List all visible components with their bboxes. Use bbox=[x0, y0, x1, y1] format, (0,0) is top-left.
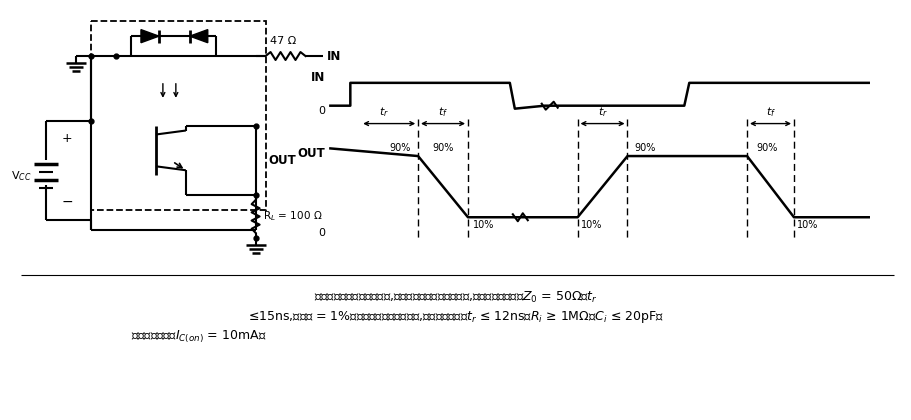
Text: $t_f$: $t_f$ bbox=[437, 105, 447, 118]
Text: $t_f$: $t_f$ bbox=[764, 105, 774, 118]
Text: 10%: 10% bbox=[580, 220, 601, 230]
Text: OUT: OUT bbox=[268, 154, 296, 167]
Text: 90%: 90% bbox=[755, 143, 777, 153]
Text: V$_{CC}$: V$_{CC}$ bbox=[11, 169, 31, 183]
Polygon shape bbox=[189, 29, 208, 43]
Text: IN: IN bbox=[311, 71, 325, 84]
Text: 90%: 90% bbox=[432, 143, 454, 153]
Text: $t_r$: $t_r$ bbox=[597, 105, 607, 118]
Bar bbox=[91, 21, 265, 210]
Text: 0: 0 bbox=[318, 106, 325, 116]
Text: −: − bbox=[61, 195, 73, 209]
Text: 输入脉冲幅度；$I_{C(on)}$ = 10mA。: 输入脉冲幅度；$I_{C(on)}$ = 10mA。 bbox=[131, 329, 266, 345]
Text: $t_r$: $t_r$ bbox=[379, 105, 389, 118]
Text: 90%: 90% bbox=[389, 143, 411, 153]
Polygon shape bbox=[141, 29, 159, 43]
Text: 90%: 90% bbox=[634, 143, 655, 153]
Text: R$_L$ = 100 Ω: R$_L$ = 100 Ω bbox=[262, 209, 322, 223]
Text: 电路为交流输入光耦合电路,输入波形由信号产生器提供,产生器的特性为；$Z_0$ = 50Ω，$t_r$: 电路为交流输入光耦合电路,输入波形由信号产生器提供,产生器的特性为；$Z_0$ … bbox=[313, 290, 598, 305]
Text: ≤15ns,占空比 = 1%。输出波形由示波器监测,示波器的特性；$t_r$ ≤ 12ns，$R_i$ ≥ 1MΩ，$C_i$ ≤ 20pF。: ≤15ns,占空比 = 1%。输出波形由示波器监测,示波器的特性；$t_r$ ≤… bbox=[248, 309, 663, 325]
Text: 10%: 10% bbox=[796, 220, 817, 230]
Text: 47 Ω: 47 Ω bbox=[270, 36, 296, 46]
Text: +: + bbox=[61, 132, 72, 145]
Text: IN: IN bbox=[326, 50, 341, 63]
Text: OUT: OUT bbox=[297, 147, 325, 160]
Text: 0: 0 bbox=[318, 228, 325, 238]
Text: 10%: 10% bbox=[473, 220, 494, 230]
